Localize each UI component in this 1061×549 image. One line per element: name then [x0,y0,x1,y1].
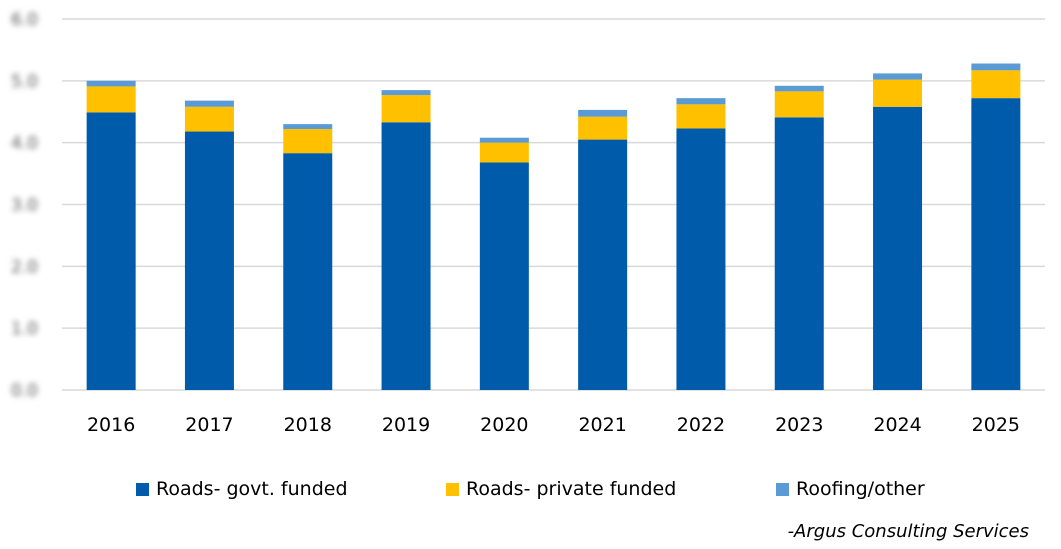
legend-label-roads-govt: Roads- govt. funded [156,478,348,500]
y-tick-label: 1.0 [11,319,38,339]
x-tick-label: 2024 [873,414,921,436]
y-tick-label: 3.0 [11,196,38,216]
legend-item-roofing-other: Roofing/other [776,478,925,500]
bar-roads-private-funded-2021 [578,116,628,140]
bar-roads-private-funded-2016 [86,86,136,113]
legend-item-roads-govt: Roads- govt. funded [136,478,348,500]
y-tick-label: 6.0 [11,10,38,30]
legend-label-roads-private: Roads- private funded [466,478,677,500]
bar-roads-govt-funded-2024 [873,106,923,390]
bar-roads-govt-funded-2019 [381,122,431,391]
x-tick-label: 2016 [87,414,135,436]
bar-roofing-other-2023 [774,85,824,92]
bar-roofing-other-2022 [676,98,726,105]
y-tick-label: 2.0 [11,257,38,277]
bar-roads-govt-funded-2022 [676,128,726,390]
legend-swatch-roofing-other [776,482,789,496]
bar-roads-private-funded-2017 [184,106,234,132]
x-axis: 2016 2017 2018 2019 2020 2021 2022 2023 2024 2025 [87,414,1020,436]
bar-roads-private-funded-2023 [774,91,824,118]
legend-swatch-roads-private [446,482,459,496]
legend-label-roofing-other: Roofing/other [796,478,925,500]
x-tick-label: 2025 [972,414,1020,436]
y-tick-label: 0.0 [11,381,38,401]
bar-roads-private-funded-2018 [283,129,333,154]
bar-roads-private-funded-2025 [971,70,1021,99]
bar-roads-govt-funded-2016 [86,112,136,390]
legend: Roads- govt. funded Roads- private funde… [0,478,1061,508]
bar-roads-govt-funded-2025 [971,98,1021,390]
bar-roads-govt-funded-2017 [184,131,234,390]
bar-roads-private-funded-2022 [676,104,726,129]
bar-roofing-other-2020 [479,137,529,143]
bar-roads-private-funded-2019 [381,95,431,123]
bar-roofing-other-2018 [283,124,333,130]
x-tick-label: 2018 [284,414,332,436]
x-tick-label: 2020 [480,414,528,436]
bars [86,63,1021,391]
bar-roads-govt-funded-2021 [578,139,628,390]
bar-roofing-other-2021 [578,109,628,117]
x-tick-label: 2021 [578,414,626,436]
bar-roads-private-funded-2024 [873,79,923,107]
x-tick-label: 2019 [382,414,430,436]
y-tick-label: 5.0 [11,72,38,92]
bar-roofing-other-2025 [971,63,1021,71]
legend-item-roads-private: Roads- private funded [446,478,676,500]
bar-roads-govt-funded-2023 [774,117,824,390]
x-tick-label: 2023 [775,414,823,436]
x-tick-label: 2022 [677,414,725,436]
bar-roads-private-funded-2020 [479,142,529,163]
legend-swatch-roads-govt [136,482,149,496]
bar-roofing-other-2017 [184,100,234,107]
stacked-bar-chart: 0.01.02.03.04.05.06.0 2016 2017 2018 2019 20… [11,10,1045,436]
y-tick-label: 4.0 [11,134,38,154]
x-tick-label: 2017 [185,414,233,436]
bar-roofing-other-2016 [86,80,136,87]
bar-roofing-other-2024 [873,73,923,80]
bar-roads-govt-funded-2020 [479,162,529,390]
source-credit: -Argus Consulting Services [787,521,1029,542]
bar-roads-govt-funded-2018 [283,153,333,390]
y-axis: 0.0 1.0 2.0 3.0 4.0 5.0 6.0 [11,10,38,401]
bar-roofing-other-2019 [381,90,431,96]
